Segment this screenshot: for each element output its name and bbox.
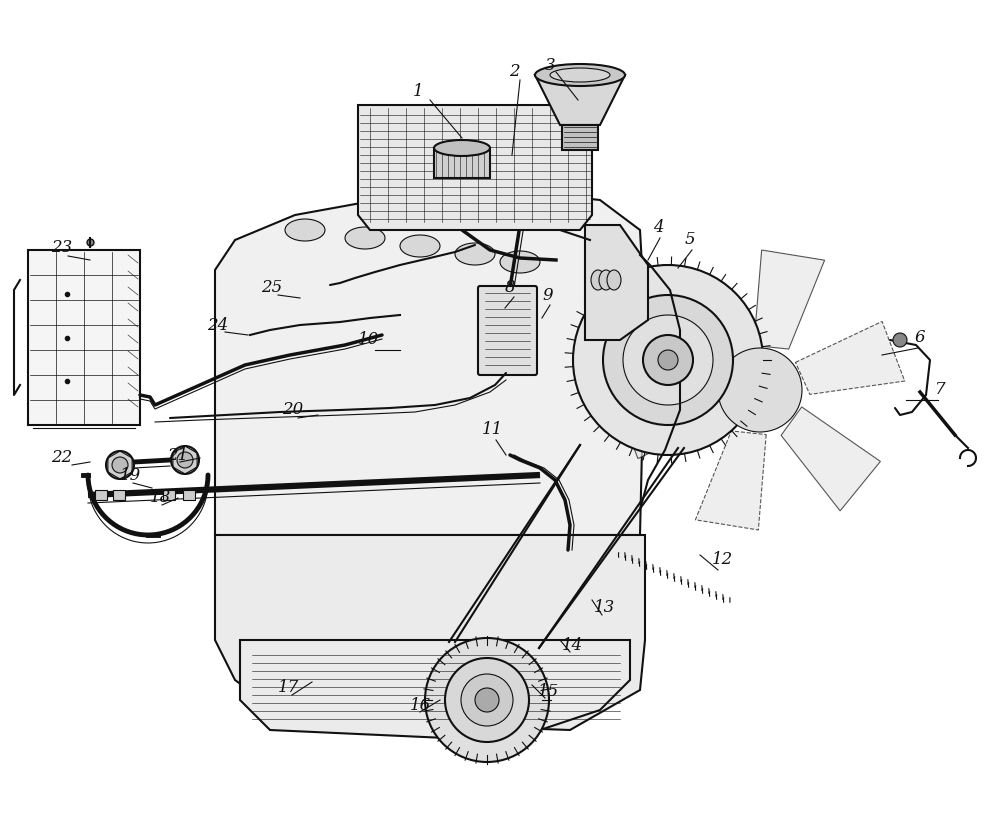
Circle shape bbox=[603, 295, 733, 425]
Text: 25: 25 bbox=[262, 278, 283, 296]
Circle shape bbox=[718, 348, 802, 432]
Ellipse shape bbox=[400, 235, 440, 257]
Text: 15: 15 bbox=[537, 682, 558, 699]
Ellipse shape bbox=[455, 243, 495, 265]
Circle shape bbox=[461, 674, 513, 726]
Polygon shape bbox=[640, 269, 739, 373]
Ellipse shape bbox=[434, 140, 490, 156]
Ellipse shape bbox=[500, 251, 540, 273]
Circle shape bbox=[475, 688, 499, 712]
Text: 11: 11 bbox=[482, 422, 503, 438]
Circle shape bbox=[445, 658, 529, 742]
FancyBboxPatch shape bbox=[478, 286, 537, 375]
Polygon shape bbox=[358, 105, 592, 230]
Polygon shape bbox=[585, 225, 648, 340]
Text: 13: 13 bbox=[594, 599, 615, 616]
Ellipse shape bbox=[535, 64, 625, 86]
Bar bbox=[113, 490, 125, 500]
Ellipse shape bbox=[550, 68, 610, 82]
Circle shape bbox=[623, 315, 713, 405]
Ellipse shape bbox=[607, 270, 621, 290]
FancyBboxPatch shape bbox=[28, 250, 140, 425]
Bar bbox=[95, 490, 107, 500]
Text: 22: 22 bbox=[51, 450, 72, 467]
Text: 21: 21 bbox=[167, 446, 188, 464]
Bar bbox=[183, 490, 195, 500]
Circle shape bbox=[177, 452, 193, 468]
Circle shape bbox=[112, 457, 128, 473]
Text: 9: 9 bbox=[542, 287, 553, 304]
Circle shape bbox=[893, 333, 907, 347]
Circle shape bbox=[171, 446, 199, 474]
Polygon shape bbox=[796, 321, 904, 395]
Polygon shape bbox=[781, 407, 880, 511]
Circle shape bbox=[658, 350, 678, 370]
Text: 8: 8 bbox=[505, 278, 515, 296]
Text: 10: 10 bbox=[357, 332, 378, 349]
Circle shape bbox=[643, 335, 693, 385]
Text: 3: 3 bbox=[544, 57, 555, 74]
Text: 5: 5 bbox=[685, 232, 695, 248]
Text: 20: 20 bbox=[283, 401, 304, 419]
Bar bbox=[434, 148, 490, 178]
Text: 6: 6 bbox=[914, 329, 926, 346]
Bar bbox=[562, 125, 598, 150]
Circle shape bbox=[106, 451, 134, 479]
Text: 24: 24 bbox=[207, 316, 228, 333]
Ellipse shape bbox=[599, 270, 613, 290]
Ellipse shape bbox=[591, 270, 605, 290]
Text: 2: 2 bbox=[509, 64, 519, 80]
Polygon shape bbox=[240, 640, 630, 740]
Polygon shape bbox=[215, 185, 645, 535]
Text: 1: 1 bbox=[412, 84, 424, 101]
Ellipse shape bbox=[285, 219, 325, 241]
Text: 7: 7 bbox=[935, 382, 946, 399]
Text: 4: 4 bbox=[653, 219, 663, 237]
Text: 18: 18 bbox=[149, 490, 171, 506]
Text: 19: 19 bbox=[120, 468, 141, 485]
Polygon shape bbox=[215, 535, 645, 730]
Text: 17: 17 bbox=[278, 680, 299, 696]
Text: 14: 14 bbox=[561, 636, 582, 654]
Text: 12: 12 bbox=[711, 551, 732, 568]
Bar bbox=[163, 490, 175, 500]
Text: 23: 23 bbox=[51, 239, 72, 256]
Circle shape bbox=[573, 265, 763, 455]
Polygon shape bbox=[535, 75, 625, 125]
Polygon shape bbox=[616, 386, 724, 459]
Polygon shape bbox=[753, 250, 825, 349]
Text: 16: 16 bbox=[409, 696, 431, 713]
Circle shape bbox=[425, 638, 549, 762]
Ellipse shape bbox=[345, 227, 385, 249]
Polygon shape bbox=[695, 431, 767, 530]
